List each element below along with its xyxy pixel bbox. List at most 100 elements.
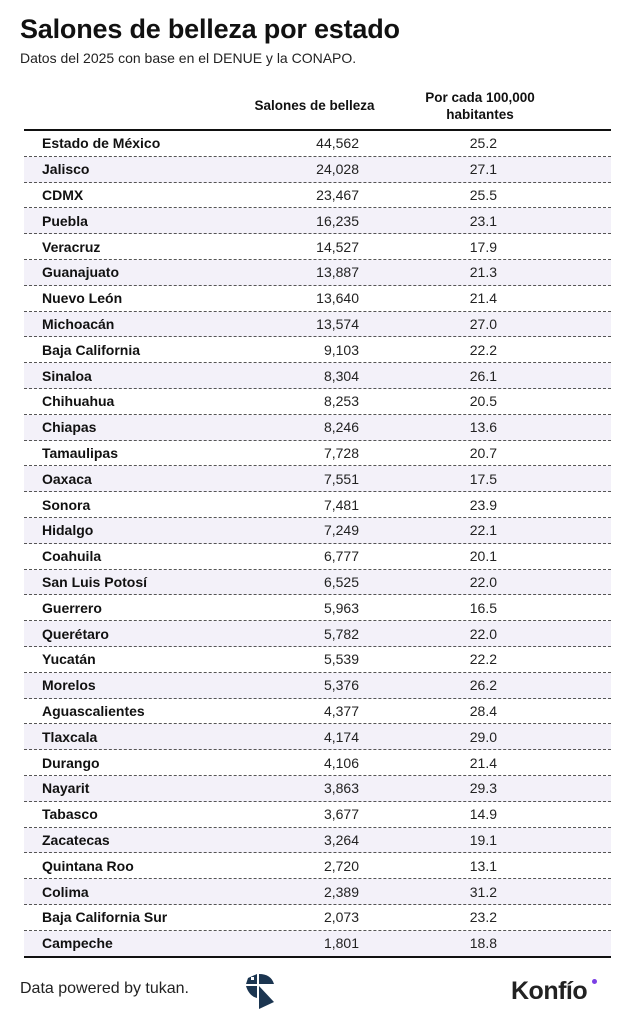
salon-count: 8,246 bbox=[323, 419, 359, 436]
per-100k-rate: 27.1 bbox=[469, 161, 497, 178]
per-100k-rate: 29.0 bbox=[469, 728, 497, 745]
column-header-per100k-line2: habitantes bbox=[446, 107, 514, 122]
salon-count: 7,551 bbox=[323, 470, 359, 487]
salon-count: 2,720 bbox=[323, 857, 359, 874]
per-100k-rate: 13.1 bbox=[469, 857, 497, 874]
salon-count: 2,073 bbox=[323, 909, 359, 926]
table-row: San Luis Potosí 6,525 22.0 bbox=[24, 569, 611, 596]
table-row: Tabasco 3,677 14.9 bbox=[24, 802, 611, 828]
state-name: Zacatecas bbox=[42, 831, 110, 848]
state-name: Durango bbox=[42, 754, 100, 771]
konfio-logo: Konfío bbox=[511, 977, 588, 1005]
per-100k-rate: 21.3 bbox=[469, 264, 497, 281]
state-name: Tabasco bbox=[42, 806, 98, 823]
state-name: Sinaloa bbox=[42, 367, 92, 384]
salon-count: 13,574 bbox=[316, 315, 359, 332]
state-name: Guanajuato bbox=[42, 264, 120, 281]
per-100k-rate: 25.2 bbox=[469, 135, 497, 152]
state-name: Baja California Sur bbox=[42, 909, 168, 926]
salon-count: 24,028 bbox=[316, 161, 359, 178]
state-name: Chihuahua bbox=[42, 393, 115, 410]
column-header-salons: Salones de belleza bbox=[254, 98, 375, 113]
state-name: Sonora bbox=[42, 496, 91, 513]
per-100k-rate: 22.2 bbox=[469, 341, 497, 358]
per-100k-rate: 27.0 bbox=[469, 315, 497, 332]
salon-count: 14,527 bbox=[316, 238, 359, 255]
table-row: Jalisco 24,028 27.1 bbox=[24, 156, 611, 183]
per-100k-rate: 29.3 bbox=[469, 780, 497, 797]
state-name: Campeche bbox=[42, 935, 113, 952]
table-row: Sinaloa 8,304 26.1 bbox=[24, 363, 611, 389]
table-row: CDMX 23,467 25.5 bbox=[24, 183, 611, 209]
salon-count: 8,304 bbox=[323, 367, 359, 384]
salon-count: 4,174 bbox=[323, 728, 359, 745]
salon-count: 16,235 bbox=[316, 212, 359, 229]
table-row: Quintana Roo 2,720 13.1 bbox=[24, 853, 611, 880]
salon-count: 7,728 bbox=[323, 444, 359, 461]
state-name: Aguascalientes bbox=[42, 702, 145, 719]
table-row: Querétaro 5,782 22.0 bbox=[24, 621, 611, 647]
salon-count: 8,253 bbox=[323, 393, 359, 410]
table-row: Veracruz 14,527 17.9 bbox=[24, 234, 611, 260]
table-row: Guanajuato 13,887 21.3 bbox=[24, 259, 611, 286]
table-row: Coahuila 6,777 20.1 bbox=[24, 544, 611, 570]
table-row: Sonora 7,481 23.9 bbox=[24, 492, 611, 518]
table-row: Zacatecas 3,264 19.1 bbox=[24, 827, 611, 854]
per-100k-rate: 20.1 bbox=[469, 548, 497, 565]
per-100k-rate: 21.4 bbox=[469, 754, 497, 771]
state-name: Baja California bbox=[42, 341, 141, 358]
state-name: Coahuila bbox=[42, 548, 102, 565]
state-name: Guerrero bbox=[42, 599, 102, 616]
data-table: Estado de México 44,562 25.2 Jalisco 24,028 2… bbox=[24, 129, 611, 958]
state-name: Jalisco bbox=[42, 161, 90, 178]
per-100k-rate: 20.5 bbox=[469, 393, 497, 410]
column-header-per100k-line1: Por cada 100,000 bbox=[425, 90, 535, 105]
per-100k-rate: 23.1 bbox=[469, 212, 497, 229]
tukan-logo-icon bbox=[246, 974, 274, 1009]
state-name: Hidalgo bbox=[42, 522, 94, 539]
table-row: Chiapas 8,246 13.6 bbox=[24, 414, 611, 441]
table-row: Guerrero 5,963 16.5 bbox=[24, 595, 611, 622]
per-100k-rate: 26.2 bbox=[469, 677, 497, 694]
table-row: Aguascalientes 4,377 28.4 bbox=[24, 699, 611, 725]
state-name: Colima bbox=[42, 883, 89, 900]
table-row: Hidalgo 7,249 22.1 bbox=[24, 517, 611, 544]
state-name: Morelos bbox=[42, 677, 96, 694]
salon-count: 9,103 bbox=[323, 341, 359, 358]
salon-count: 44,562 bbox=[316, 135, 359, 152]
table-row: Durango 4,106 21.4 bbox=[24, 750, 611, 776]
table-row: Campeche 1,801 18.8 bbox=[24, 930, 611, 958]
state-name: Puebla bbox=[42, 212, 88, 229]
state-name: Veracruz bbox=[42, 238, 101, 255]
per-100k-rate: 23.2 bbox=[469, 909, 497, 926]
salon-count: 5,963 bbox=[323, 599, 359, 616]
column-header-per100k: Por cada 100,000 habitantes bbox=[395, 89, 565, 123]
salon-count: 3,264 bbox=[323, 831, 359, 848]
salon-count: 1,801 bbox=[323, 935, 359, 952]
per-100k-rate: 20.7 bbox=[469, 444, 497, 461]
state-name: Yucatán bbox=[42, 651, 96, 668]
table-row: Chihuahua 8,253 20.5 bbox=[24, 389, 611, 415]
salon-count: 23,467 bbox=[316, 186, 359, 203]
page-subtitle: Datos del 2025 con base en el DENUE y la… bbox=[20, 50, 357, 66]
per-100k-rate: 26.1 bbox=[469, 367, 497, 384]
salon-count: 7,249 bbox=[323, 522, 359, 539]
salon-count: 5,782 bbox=[323, 625, 359, 642]
table-row: Morelos 5,376 26.2 bbox=[24, 672, 611, 699]
per-100k-rate: 16.5 bbox=[469, 599, 497, 616]
table-row: Baja California Sur 2,073 23.2 bbox=[24, 905, 611, 931]
per-100k-rate: 18.8 bbox=[469, 935, 497, 952]
table-row: Tamaulipas 7,728 20.7 bbox=[24, 441, 611, 467]
per-100k-rate: 23.9 bbox=[469, 496, 497, 513]
per-100k-rate: 25.5 bbox=[469, 186, 497, 203]
state-name: Estado de México bbox=[42, 135, 161, 152]
state-name: Michoacán bbox=[42, 315, 115, 332]
per-100k-rate: 22.0 bbox=[469, 573, 497, 590]
per-100k-rate: 17.9 bbox=[469, 238, 497, 255]
state-name: Querétaro bbox=[42, 625, 109, 642]
konfio-logo-dot-icon bbox=[592, 979, 597, 984]
salon-count: 6,777 bbox=[323, 548, 359, 565]
salon-count: 3,677 bbox=[323, 806, 359, 823]
footer-credit: Data powered by tukan. bbox=[20, 980, 189, 997]
state-name: Chiapas bbox=[42, 419, 97, 436]
